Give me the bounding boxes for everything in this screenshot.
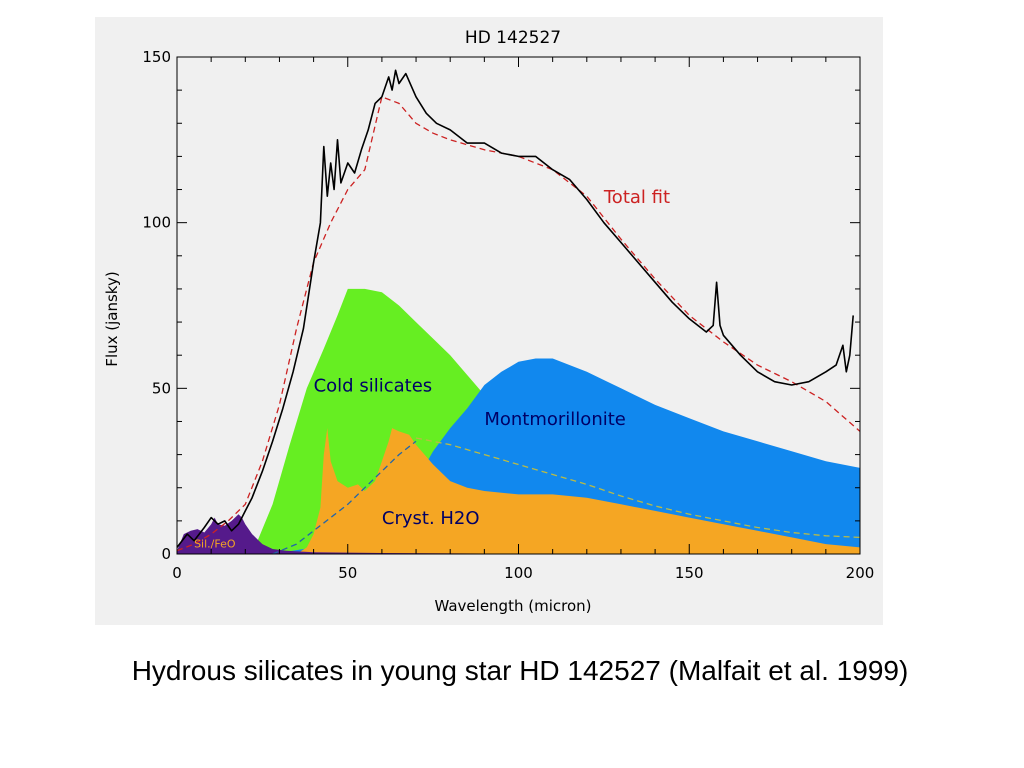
line-total-fit — [176, 96, 861, 552]
figure-panel: 0 50 100 150 200 0 50 100 150 Total fit Cold sili… — [95, 17, 883, 625]
annotation-sil-feo: Sil./FeO — [194, 537, 236, 550]
x-tick-label: 200 — [846, 564, 875, 582]
x-tick-label: 150 — [675, 564, 704, 582]
y-tick-label: 50 — [152, 379, 171, 397]
line-cold-silicates-model — [415, 437, 861, 539]
annotation-cold-silicates: Cold silicates — [314, 376, 433, 397]
line-observed-spectrum — [176, 69, 854, 548]
chart: 0 50 100 150 200 0 50 100 150 Total fit Cold sili… — [95, 17, 883, 625]
labels-layer: Total fit Cold silicates Montmorillonite Cr… — [194, 187, 670, 551]
ticks-layer: 0 50 100 150 200 0 50 100 150 — [142, 48, 874, 582]
y-tick-label: 150 — [142, 48, 171, 66]
line-montmorillonite-model — [272, 440, 417, 555]
x-tick-label: 50 — [338, 564, 357, 582]
y-tick-label: 0 — [161, 545, 171, 563]
y-axis-label: Flux (jansky) — [103, 271, 121, 366]
annotation-total-fit: Total fit — [603, 187, 670, 208]
annotation-montmorillonite: Montmorillonite — [484, 409, 626, 430]
chart-title: HD 142527 — [465, 28, 561, 48]
x-tick-label: 100 — [504, 564, 533, 582]
x-axis-label: Wavelength (micron) — [434, 597, 591, 615]
area-cryst-h2o — [296, 428, 860, 554]
figure-caption: Hydrous silicates in young star HD 14252… — [131, 655, 909, 686]
x-tick-label: 0 — [172, 564, 182, 582]
lines-layer — [176, 69, 861, 555]
annotation-cryst-h2o: Cryst. H2O — [382, 508, 480, 529]
y-tick-label: 100 — [142, 214, 171, 232]
